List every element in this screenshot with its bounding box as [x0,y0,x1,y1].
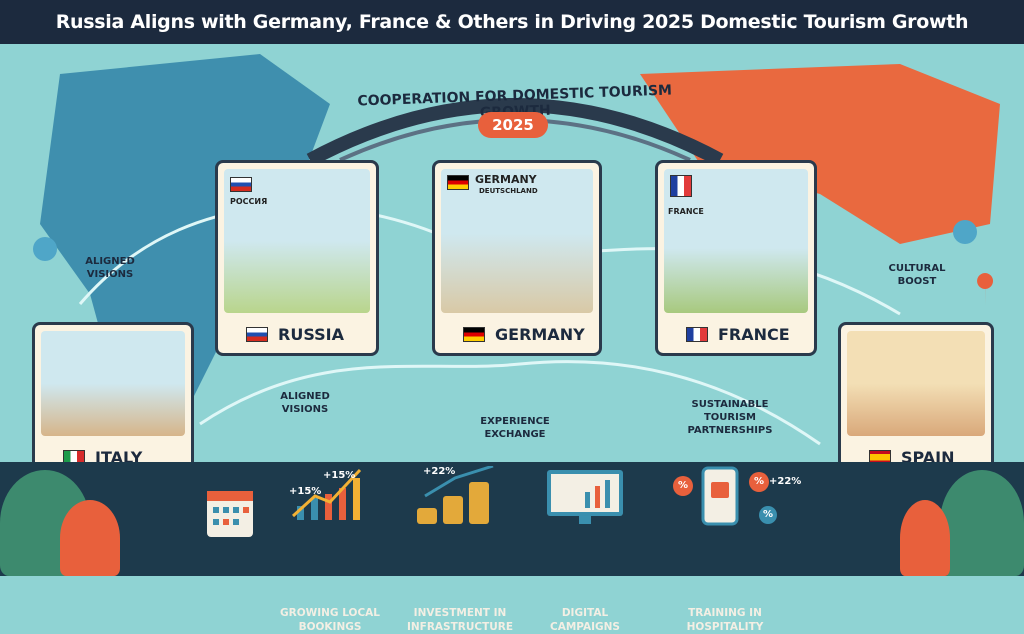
tree-decoration [940,470,1024,576]
card-russia[interactable]: РОССИЯ RUSSIA [215,160,379,356]
germany-flag-icon [447,175,469,190]
growth-bar-chart-icon [291,468,362,520]
map-label-experience-exchange: EXPERIENCE EXCHANGE [480,416,550,440]
stat-value: +22% [423,466,456,477]
card-label: GERMANY [435,315,599,353]
flamenco-illustration [847,331,985,436]
map-label-aligned-visions: ALIGNED VISIONS [85,256,135,280]
russia-flag-icon [246,326,268,342]
stat-value: +15% [289,486,322,497]
stat-caption: INVESTMENT IN INFRASTRUCTURE [406,607,514,633]
country-name: GERMANY [495,324,585,344]
map-label-aligned-visions: ALIGNED VISIONS [280,391,330,415]
stat-digital-campaigns: DIGITAL CAMPAIGNS [535,466,635,633]
map-label-sustainable-partnerships: SUSTAINABLE TOURISM PARTNERSHIPS [687,399,773,436]
stats-band [0,462,1024,576]
tree-decoration [900,500,950,576]
country-name: ITALY [95,447,143,467]
percent-badge: % [749,472,769,492]
stat-caption: TRAINING IN HOSPITALITY [686,607,764,633]
connection-arc [199,360,821,446]
stat-growing-bookings: +15% +15% GROWING LOCAL BOOKINGS [275,466,385,633]
stat-caption: GROWING LOCAL BOOKINGS [280,607,380,633]
globe-icon [33,237,57,261]
country-name: FRANCE [718,324,790,344]
france-flag-icon [670,175,692,197]
stat-value: +15% [323,470,356,481]
france-flag-icon [686,326,708,342]
country-name: SPAIN [901,447,955,467]
percent-badge: % [673,476,693,496]
native-name: РОССИЯ [230,197,268,206]
calendar-icon [207,491,253,537]
stat-training-hospitality: % % +22% % TRAINING IN HOSPITALITY [665,466,801,633]
smartphone-icon [701,466,739,526]
kremlin-illustration [224,169,370,313]
card-label: ITALY [35,438,191,476]
card-spain[interactable]: SPAIN [838,322,994,479]
brandenburg-gate-illustration [441,169,593,313]
card-italy[interactable]: ITALY [32,322,194,479]
asia-landmass [640,64,1000,244]
percent-badge: % [759,506,777,524]
native-name: FRANCE [668,207,704,216]
card-label: RUSSIA [218,315,376,353]
country-name: RUSSIA [278,324,344,344]
year-badge: 2025 [478,112,548,138]
page-title: Russia Aligns with Germany, France & Oth… [0,0,1024,44]
location-pin-icon [977,273,994,306]
computer-monitor-icon [547,470,623,524]
card-france[interactable]: FRANCE FRANCE [655,160,817,356]
native-name: DEUTSCHLAND [479,187,538,195]
colosseum-illustration [41,331,185,436]
stat-caption: DIGITAL CAMPAIGNS [549,607,620,633]
tree-decoration [60,500,120,576]
map-label-cultural-boost: CULTURAL BOOST [888,263,946,287]
coin-stacks-icon [417,464,494,524]
stat-investment: +22% INVESTMENT IN INFRASTRUCTURE [405,464,515,633]
stat-value: +22% [769,476,802,487]
card-germany[interactable]: GERMANY DEUTSCHLAND GERMANY [432,160,602,356]
card-label: SPAIN [841,438,991,476]
card-label: FRANCE [658,315,814,353]
russia-flag-icon [230,177,252,192]
globe-icon [953,220,977,244]
germany-flag-icon [463,326,485,342]
country-heading: GERMANY [475,173,537,186]
